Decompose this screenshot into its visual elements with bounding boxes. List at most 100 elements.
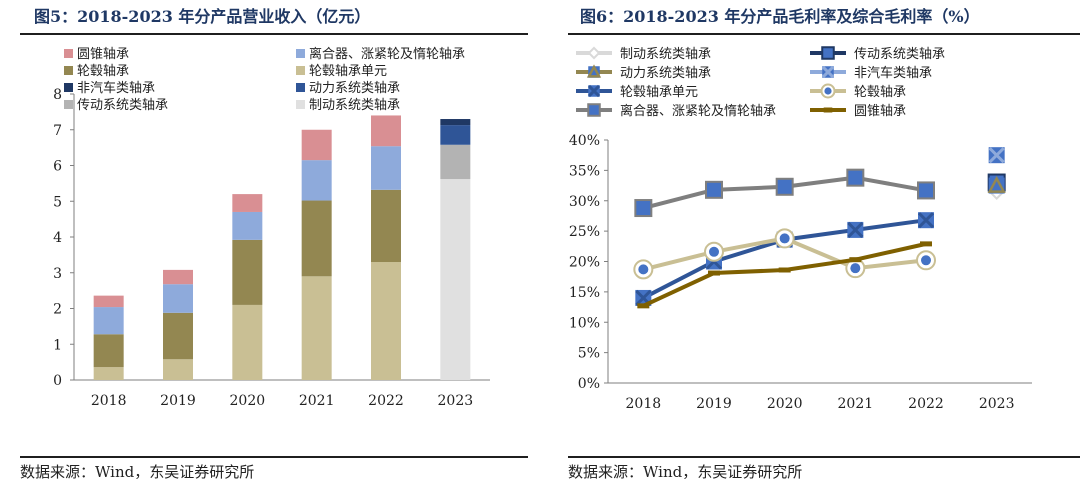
left-source-note: 数据来源：Wind，东吴证券研究所: [20, 463, 255, 481]
point-marker-dot: [709, 246, 719, 257]
legend-label: 离合器、涨紧轮及惰轮轴承: [309, 46, 465, 62]
legend-label: 非汽车类轴承: [854, 65, 932, 81]
y-tick-label: 20%: [569, 255, 600, 271]
point-marker-triangle: [586, 64, 602, 78]
point-2019-series-5: [704, 241, 724, 262]
point-marker-box: [588, 66, 600, 78]
point-marker: [587, 103, 601, 117]
legend-item-5: 轮毂轴承: [810, 83, 906, 100]
bar-2021-series-2: [301, 160, 332, 201]
legend-label: 离合器、涨紧轮及惰轮轴承: [620, 103, 776, 119]
y-tick-label: 6: [53, 159, 62, 175]
point-marker: [846, 168, 865, 187]
point-2019-series-6: [705, 180, 723, 199]
bar-2023-series-7: [440, 119, 471, 126]
line-series-6: [634, 168, 935, 218]
bar-2019-series-1: [163, 312, 193, 360]
x-tick-label: 2018: [91, 393, 127, 409]
left-source-rule: [20, 456, 528, 458]
line-series-3: [988, 147, 1005, 164]
legend-swatch: [64, 100, 73, 109]
legend-item-3: 圆锥轴承: [64, 47, 129, 62]
bar-2018-series-3: [93, 295, 124, 308]
y-tick-label: 7: [53, 123, 62, 139]
right-source-note: 数据来源：Wind，东吴证券研究所: [568, 463, 803, 481]
legend-label: 制动系统类轴承: [620, 47, 711, 62]
point-2018-series-6: [634, 199, 653, 218]
bar-2019-series-0: [163, 359, 193, 380]
y-tick-label: 8: [53, 87, 62, 103]
point-marker-cross: [821, 65, 835, 79]
legend-item-6: 离合器、涨紧轮及惰轮轴承: [576, 103, 776, 119]
legend-label: 轮毂轴承单元: [309, 64, 387, 79]
bar-2020-series-2: [232, 211, 263, 240]
legend-item-0: 制动系统类轴承: [576, 46, 711, 62]
point-2018-series-5: [633, 259, 654, 280]
legend-item-7: 非汽车类轴承: [64, 80, 155, 96]
point-marker-cross: [988, 147, 1005, 164]
legend-swatch: [296, 66, 305, 75]
bar-2022-series-2: [371, 146, 401, 190]
legend-label: 制动系统类轴承: [309, 98, 400, 113]
bar-2020-series-3: [232, 194, 263, 212]
legend-swatch: [296, 100, 305, 109]
bar-2019-series-3: [163, 269, 193, 285]
legend-label: 动力系统类轴承: [620, 66, 711, 81]
point-marker-cross: [847, 221, 864, 238]
point-marker: [821, 46, 835, 60]
x-tick-label: 2022: [908, 396, 944, 412]
point-marker-dot: [824, 87, 832, 95]
point-marker-dot: [921, 255, 931, 266]
legend-swatch: [64, 49, 73, 58]
legend-label: 圆锥轴承: [854, 104, 906, 119]
x-tick-label: 2021: [838, 396, 874, 412]
y-tick-label: 3: [53, 266, 62, 282]
bar-2022-series-3: [371, 115, 401, 147]
legend-item-4: 轮毂轴承单元: [576, 84, 698, 100]
point-2022-series-5: [916, 250, 936, 271]
bar-2020-series-0: [232, 304, 263, 380]
legend-item-0: 轮毂轴承单元: [296, 64, 387, 79]
bar-2023-series-5: [440, 144, 471, 180]
y-tick-label: 4: [53, 230, 62, 246]
right-chart-title: 图6：2018-2023 年分产品毛利率及综合毛利率（%）: [580, 7, 980, 26]
point-marker: [775, 177, 794, 196]
point-2020-series-6: [775, 177, 794, 196]
left-title-rule: [20, 33, 528, 35]
legend-item-1: 传动系统类轴承: [810, 46, 945, 62]
y-tick-label: 10%: [569, 315, 600, 331]
bar-2020-series-1: [232, 239, 263, 305]
legend-swatch: [296, 83, 305, 92]
legend-item-7: 圆锥轴承: [810, 104, 906, 119]
right-source-rule: [568, 456, 1080, 458]
bar-2023-series-4: [440, 179, 471, 380]
legend-label: 非汽车类轴承: [77, 80, 155, 96]
legend-swatch: [296, 49, 305, 58]
y-tick-label: 0%: [578, 376, 600, 392]
line-series-5: [633, 228, 936, 280]
legend-label: 传动系统类轴承: [77, 98, 168, 113]
x-tick-label: 2019: [696, 396, 732, 412]
point-2021-series-6: [846, 168, 865, 187]
y-tick-label: 1: [53, 337, 62, 353]
line-series-2: [987, 175, 1006, 194]
x-tick-label: 2023: [438, 393, 474, 409]
legend-swatch: [64, 83, 73, 92]
bar-2021-series-0: [301, 276, 332, 380]
x-tick-label: 2020: [230, 393, 266, 409]
point-marker: [917, 181, 935, 200]
bar-2023-series-6: [440, 125, 471, 145]
y-tick-label: 2: [53, 302, 62, 318]
point-marker-cross: [587, 84, 601, 98]
y-tick-label: 35%: [569, 163, 600, 179]
point-2021-series-4: [847, 221, 864, 238]
legend-label: 圆锥轴承: [77, 47, 129, 62]
point-marker-triangle: [987, 175, 1006, 193]
y-tick-label: 5: [53, 194, 62, 210]
legend-label: 轮毂轴承单元: [620, 85, 698, 100]
bar-2018-series-1: [93, 334, 124, 368]
point-2022-series-4: [917, 212, 935, 229]
legend-item-6: 动力系统类轴承: [296, 81, 400, 96]
